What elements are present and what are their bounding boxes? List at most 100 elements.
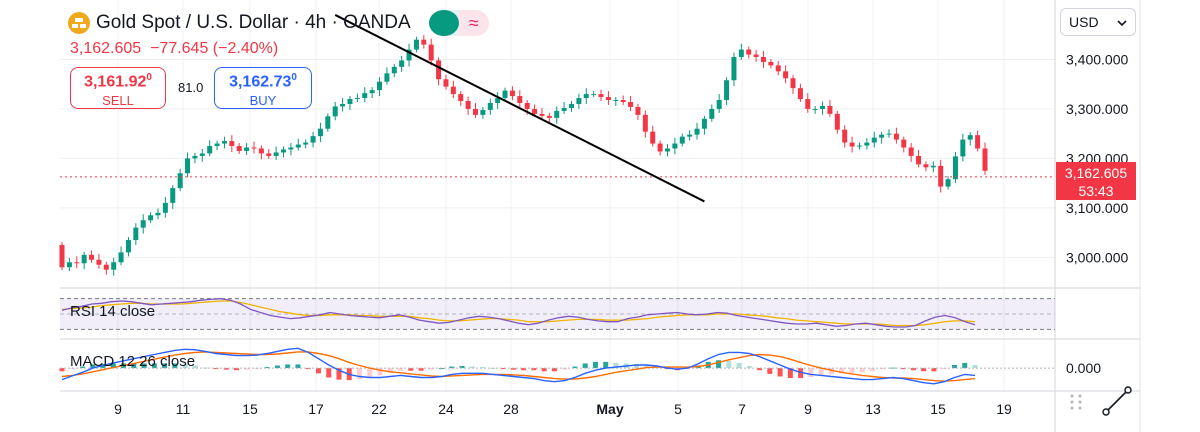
- candle-body: [842, 129, 848, 143]
- candle-body: [731, 56, 737, 81]
- candle-body: [428, 44, 434, 61]
- sell-superscript: 0: [146, 72, 152, 83]
- candle-body: [539, 113, 545, 116]
- macd-histogram-bar: [244, 368, 250, 370]
- macd-histogram-bar: [326, 368, 332, 378]
- candle-body: [694, 128, 700, 135]
- candle-body: [827, 105, 833, 114]
- macd-histogram-bar: [500, 368, 506, 370]
- x-tick-label: 11: [176, 401, 191, 417]
- macd-signal-line: [61, 351, 976, 382]
- candle-body: [377, 81, 383, 91]
- y-tick-label: 3,400.000: [1066, 51, 1128, 67]
- macd-histogram-bar: [315, 368, 321, 374]
- buy-superscript: 0: [291, 72, 297, 83]
- x-tick-label: 13: [865, 401, 881, 417]
- rsi-label[interactable]: RSI 14 close: [70, 303, 156, 320]
- candle-body: [281, 149, 287, 153]
- candle-body: [185, 158, 191, 174]
- macd-histogram-bar: [510, 368, 516, 370]
- buy-button[interactable]: 3,162.730 BUY: [214, 67, 312, 109]
- macd-histogram-bar: [428, 368, 434, 370]
- candle-body: [812, 108, 818, 110]
- candle-body: [66, 262, 72, 268]
- currency-select[interactable]: USD: [1060, 8, 1136, 36]
- candle-body: [967, 135, 973, 140]
- candle-body: [679, 136, 685, 144]
- candle-body: [310, 136, 316, 143]
- candle-body: [664, 148, 670, 152]
- x-tick-label: 5: [674, 401, 682, 417]
- macd-histogram-bar: [233, 368, 239, 371]
- macd-histogram-bar: [192, 365, 198, 369]
- macd-histogram-bar: [828, 368, 834, 375]
- macd-histogram-bar: [572, 366, 578, 369]
- drag-handle-icon[interactable]: [1068, 392, 1084, 412]
- x-tick-label: 7: [738, 401, 746, 417]
- macd-histogram-bar: [531, 368, 537, 371]
- market-open-dot-icon: [428, 10, 459, 36]
- macd-histogram-bar: [521, 368, 527, 371]
- candle-body: [554, 110, 560, 118]
- candle-body: [325, 116, 331, 129]
- macd-histogram-bar: [172, 363, 178, 369]
- macd-histogram-bar: [592, 361, 598, 369]
- macd-histogram-bar: [408, 368, 414, 371]
- candle-body: [945, 179, 951, 187]
- candle-body: [923, 164, 929, 168]
- candle-body: [162, 202, 168, 213]
- candle-body: [354, 98, 360, 100]
- x-tick-label: 15: [242, 401, 258, 417]
- x-tick-label: 9: [804, 401, 812, 417]
- candle-body: [450, 86, 456, 95]
- candle-body: [783, 71, 789, 79]
- trendline-tool-icon[interactable]: [1102, 386, 1132, 416]
- chart-grid: [60, 0, 1141, 432]
- macd-line: [61, 347, 976, 385]
- candle-body: [133, 227, 139, 241]
- macd-histogram-bar: [418, 368, 424, 371]
- candle-body: [103, 264, 109, 270]
- macd-histogram-bar: [910, 368, 916, 371]
- macd-histogram-bar: [777, 368, 783, 377]
- candle-body: [89, 254, 95, 260]
- currency-value: USD: [1069, 14, 1099, 30]
- macd-histogram-bar: [798, 368, 804, 379]
- macd-histogram-bar: [274, 365, 280, 369]
- macd-histogram-bar: [787, 368, 793, 379]
- macd-histogram-bar: [59, 368, 65, 372]
- candle-body: [266, 153, 272, 156]
- macd-histogram-bar: [551, 368, 557, 372]
- candle-body: [746, 49, 752, 55]
- candle-body: [155, 212, 161, 216]
- status-pill[interactable]: ≈: [428, 10, 489, 36]
- macd-histogram-bar: [541, 368, 547, 372]
- y-axis-labels: 3,400.0003,300.0003,200.0003,100.0003,00…: [1066, 51, 1128, 376]
- x-tick-label: 24: [438, 401, 454, 417]
- macd-histogram-bar: [726, 360, 732, 369]
- approx-wave-icon: ≈: [458, 10, 489, 36]
- macd-label[interactable]: MACD 12 26 close: [70, 353, 196, 370]
- bar-countdown: 53:43: [1078, 183, 1114, 199]
- candle-body: [192, 155, 198, 159]
- x-tick-label: May: [596, 401, 623, 417]
- candle-body: [295, 144, 301, 148]
- candle-body: [598, 94, 604, 98]
- sell-button[interactable]: 3,161.920 SELL: [70, 67, 166, 109]
- buy-price: 3,162.73: [229, 73, 292, 91]
- candle-body: [620, 100, 626, 103]
- candle-body: [687, 134, 693, 137]
- candle-body: [879, 134, 885, 138]
- macd-histogram-bar: [972, 364, 978, 369]
- x-tick-label: 19: [996, 401, 1012, 417]
- candle-body: [391, 66, 397, 74]
- macd-histogram-bar: [644, 365, 650, 369]
- candle-body: [406, 49, 412, 61]
- trendline[interactable]: [334, 14, 705, 203]
- symbol-title[interactable]: Gold Spot / U.S. Dollar · 4h · OANDA: [96, 12, 411, 33]
- rsi-pane: [61, 298, 976, 328]
- macd-histogram-bar: [951, 364, 957, 369]
- macd-histogram-bar: [90, 364, 96, 369]
- candle-body: [916, 155, 922, 165]
